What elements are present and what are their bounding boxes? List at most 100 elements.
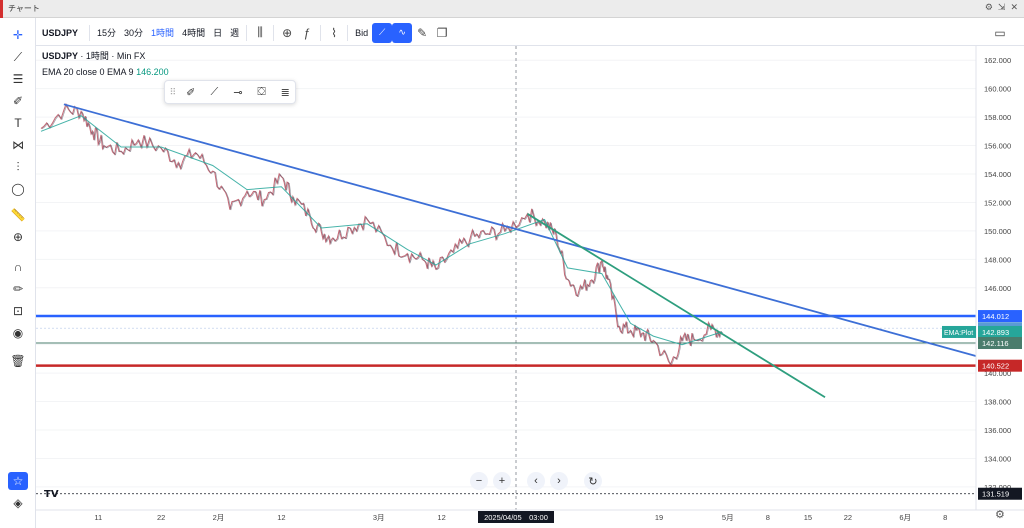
window-titlebar: チャート ⚙ ⇲ ✕ [0, 0, 1024, 18]
time-tick-label: 8 [943, 513, 947, 522]
horizontal-ray-icon[interactable]: ⊸ [233, 86, 243, 99]
brush-icon[interactable]: ✎ [417, 25, 428, 40]
time-tick-label: 5月 [722, 513, 734, 522]
price-tick-label: 160.000 [984, 85, 1011, 94]
symbol-search-button[interactable]: USDJPY [42, 27, 79, 38]
ruler-icon[interactable]: 📏 [10, 208, 26, 222]
object-tree-icon[interactable]: ◈ [13, 496, 23, 510]
ema-plot-label: EMA:Plot [944, 330, 973, 337]
time-tick-label: 12 [437, 513, 445, 522]
zoom-out-icon[interactable]: − [470, 472, 488, 490]
price-tick-label: 146.000 [984, 284, 1011, 293]
chart-grid [36, 46, 976, 510]
favorite-star-icon[interactable]: ☆ [8, 472, 28, 490]
pencil-lock-icon[interactable]: ✏ [12, 282, 24, 296]
settings-icon[interactable]: ⚙ [984, 2, 993, 12]
function-icon[interactable]: ƒ [303, 25, 311, 40]
price-badge [978, 359, 1022, 372]
toolbar-divider [89, 24, 91, 41]
toolbar-divider [347, 24, 349, 41]
legend-indicator-value: 146.200 [136, 67, 169, 77]
time-tick-label: 22 [844, 513, 852, 522]
reset-chart-icon[interactable]: ↻ [584, 472, 602, 490]
line-chart-icon[interactable]: ⟋ [372, 22, 393, 43]
legend-indicator[interactable]: EMA 20 close 0 EMA 9 [42, 67, 134, 77]
trash-icon[interactable]: 🗑 [10, 354, 26, 368]
scroll-left-icon[interactable]: ‹ [527, 472, 545, 490]
window-title: チャート [8, 4, 40, 13]
window-controls: ⚙ ⇲ ✕ [985, 2, 1018, 13]
crosshair-icon[interactable]: ✛ [12, 28, 24, 42]
toolbar-divider [246, 24, 248, 41]
bid-button[interactable]: Bid [355, 27, 369, 38]
line-tool-icon[interactable]: ⟋ [210, 85, 219, 98]
forecast-icon[interactable]: ⫶ [16, 159, 20, 174]
price-tick-label: 156.000 [984, 142, 1011, 151]
price-badge-label: 140.522 [982, 362, 1009, 371]
price-badge-label: 144.012 [982, 312, 1009, 321]
candles-icon[interactable]: ⫼ [257, 25, 263, 39]
drawing-toolbar: ✛ ⟋ ☰ ✐ T ⋈ ⫶ ◯ 📏 ⊕ ∩ ✏ ⊡ ◉ 🗑 ☆ ◈ [0, 18, 36, 528]
chart-navigation: − + ‹ › ↻ [470, 472, 602, 490]
zoom-in-icon[interactable]: + [493, 472, 511, 490]
trendline-icon[interactable]: ⟋ [13, 49, 23, 64]
pulse-icon[interactable]: ∿ [392, 22, 413, 43]
magnet-icon[interactable]: ∩ [13, 260, 23, 274]
interval-1h-button[interactable]: 1時間 [151, 28, 175, 38]
interval-week-button[interactable]: 週 [230, 28, 240, 38]
pattern-icon[interactable]: ⋈ [12, 138, 24, 152]
text-tool-icon[interactable]: T [14, 116, 22, 130]
interval-4h-button[interactable]: 4時間 [182, 28, 206, 38]
price-badge-label: 142.116 [982, 339, 1009, 348]
ema-plot-tag [942, 325, 976, 338]
chart-toolbar: USDJPY 15分 30分 1時間 4時間 日 週 ⫼ ⊕ ƒ ⌇ Bid ⟋… [36, 20, 1024, 46]
price-chart[interactable]: 162.000 160.000 158.000 156.000 154.000 152.0… [36, 46, 1024, 528]
trendlines [63, 103, 997, 399]
crosshair-time-label: 2025/04/05 03:00 [484, 513, 548, 522]
legend-indicator-row: EMA 20 close 0 EMA 9 146.200 [42, 64, 169, 80]
scroll-right-icon[interactable]: › [550, 472, 568, 490]
chart-settings-icon[interactable]: ⚙ [995, 509, 1005, 521]
line-style-icon[interactable]: ≣ [280, 86, 290, 99]
layers-icon[interactable]: ❐ [436, 25, 448, 40]
pen-icon[interactable]: ✐ [186, 86, 196, 99]
toolbar-divider [320, 24, 322, 41]
price-tick-label: 150.000 [984, 227, 1011, 236]
price-tick-label: 148.000 [984, 255, 1011, 264]
price-series [40, 102, 724, 366]
interval-day-button[interactable]: 日 [213, 28, 223, 38]
parallel-lines-icon[interactable]: ☰ [12, 72, 24, 86]
price-tick-label: 138.000 [984, 398, 1011, 407]
interval-30m-button[interactable]: 30分 [124, 28, 144, 38]
zoom-icon[interactable]: ⊕ [12, 230, 24, 244]
price-tick-label: 154.000 [984, 170, 1011, 179]
trendline [526, 213, 826, 399]
price-badge-label: 131.519 [982, 490, 1009, 499]
price-tick-label: 140.000 [984, 369, 1011, 378]
layout-icon[interactable]: ▭ [994, 25, 1006, 40]
popout-icon[interactable]: ⇲ [997, 2, 1006, 12]
shape-circle-icon[interactable]: ◯ [11, 182, 25, 196]
time-tick-label: 2月 [213, 513, 225, 522]
compare-icon[interactable]: ⌇ [331, 25, 338, 40]
chart-area[interactable]: 162.000 160.000 158.000 156.000 154.000 152.0… [36, 46, 1024, 528]
price-tick-label: 136.000 [984, 426, 1011, 435]
lock-icon[interactable]: ⊡ [12, 304, 24, 318]
close-icon[interactable]: ✕ [1010, 2, 1018, 12]
price-tick-label: 162.000 [984, 56, 1011, 65]
time-tick-label: 12 [277, 513, 285, 522]
price-badge [978, 337, 1022, 350]
fill-icon[interactable]: ⛋ [257, 85, 266, 98]
price-badge [978, 310, 1022, 323]
price-axis: 162.000 160.000 158.000 156.000 154.000 152.0… [942, 46, 1024, 528]
legend-interval: 1時間 [85, 51, 109, 61]
price-badge [978, 325, 1022, 338]
brush-tool-icon[interactable]: ✐ [12, 94, 24, 108]
interval-15m-button[interactable]: 15分 [97, 28, 117, 38]
legend-symbol: USDJPY [42, 51, 78, 61]
price-badge-label: 142.893 [982, 328, 1009, 337]
eye-icon[interactable]: ◉ [12, 326, 24, 340]
floating-drawing-toolbar: ⠿ ✐ ⟋ ⊸ ⛋ ≣ [164, 80, 296, 104]
add-indicator-icon[interactable]: ⊕ [282, 25, 293, 40]
drag-handle-icon[interactable]: ⠿ [169, 86, 177, 97]
